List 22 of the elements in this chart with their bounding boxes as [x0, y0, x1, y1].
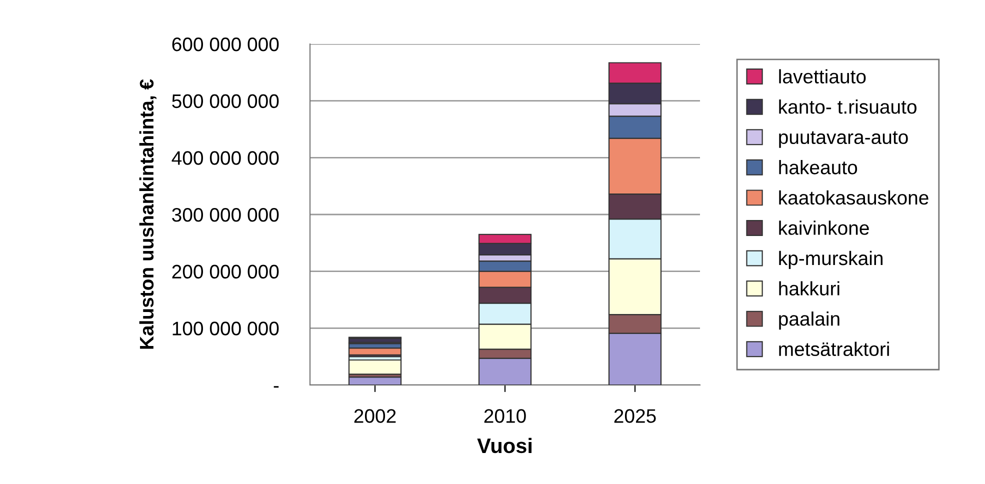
y-tick-label: -: [274, 386, 279, 388]
y-tick-label: 100 000 000: [172, 322, 279, 336]
y-tick-label: 300 000 000: [172, 208, 279, 222]
y-axis-title: Kaluston uushankintahinta, €: [139, 79, 156, 349]
y-tick-label: 500 000 000: [172, 94, 279, 108]
legend-label: metsätraktori: [779, 342, 889, 356]
x-axis-title: Vuosi: [477, 438, 532, 454]
y-tick-label: 400 000 000: [172, 151, 279, 165]
legend-label: kp-murskain: [779, 250, 882, 270]
legend-label: kaivinkone: [779, 220, 869, 235]
legend-label: kanto- t.risuauto: [779, 99, 916, 114]
x-tick-label: 2010: [484, 409, 526, 423]
x-tick-label: 2002: [354, 409, 396, 423]
y-tick-label: 200 000 000: [172, 264, 279, 279]
legend-label: hakeauto: [779, 160, 858, 174]
legend-label: lavettiauto: [779, 69, 866, 84]
legend-label: puutavara-auto: [779, 131, 908, 148]
x-tick-label: 2025: [614, 409, 656, 423]
legend-label: paalain: [779, 311, 840, 330]
legend-label: hakkuri: [779, 281, 840, 296]
y-tick-label: 600 000 000: [172, 37, 279, 52]
legend-label: kaatokasauskone: [779, 190, 928, 205]
